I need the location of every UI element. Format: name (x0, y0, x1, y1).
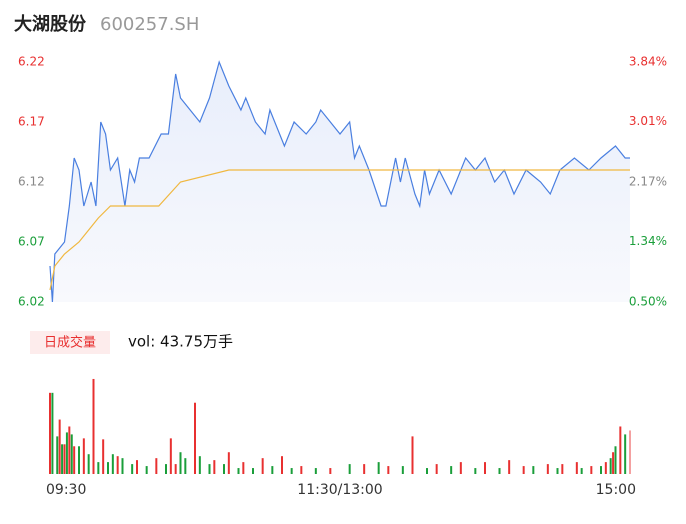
y-tick-label: 6.22 (18, 55, 45, 69)
volume-bar (387, 466, 390, 474)
volume-bar (131, 464, 134, 474)
volume-bar (73, 446, 76, 474)
y2-tick-label: 0.50% (629, 295, 667, 309)
volume-bar (87, 454, 90, 474)
volume-bar (600, 466, 602, 474)
volume-bar (61, 444, 64, 474)
volume-bar (97, 462, 100, 474)
volume-bar (508, 460, 511, 474)
volume-bar (145, 466, 148, 474)
volume-bar (522, 466, 525, 474)
volume-bar (629, 430, 631, 474)
y-tick-label: 6.07 (18, 235, 45, 249)
volume-bar (435, 464, 438, 474)
volume-bar (237, 468, 240, 474)
volume-bar (604, 462, 607, 474)
average-line (49, 169, 630, 291)
volume-badge (30, 331, 110, 354)
volume-bar (49, 392, 51, 474)
volume-bar (92, 378, 95, 474)
volume-bar (619, 426, 622, 474)
volume-bar (242, 462, 245, 474)
volume-bar (78, 446, 80, 474)
volume-bar (348, 464, 351, 474)
y2-tick-label: 3.84% (629, 55, 667, 69)
x-tick-label: 09:30 (46, 482, 86, 498)
y-tick-label: 6.17 (18, 115, 45, 129)
price-line (49, 60, 630, 303)
volume-bar (561, 464, 564, 474)
volume-bar (546, 464, 549, 474)
volume-bar (261, 458, 264, 474)
volume-bar (63, 444, 66, 474)
volume-bar (612, 452, 615, 474)
volume-bar (556, 468, 559, 474)
price-area (50, 62, 630, 302)
volume-bar (68, 426, 71, 474)
volume-bar (174, 464, 177, 474)
x-tick-label: 15:00 (596, 482, 636, 498)
volume-text: vol: 43.75万手 (128, 333, 233, 351)
volume-bar (474, 468, 477, 474)
stock-code: 600257.SH (100, 14, 199, 35)
volume-bar (271, 466, 274, 474)
volume-bar (70, 434, 73, 474)
volume-bar (426, 468, 428, 474)
volume-badge-label: 日成交量 (44, 335, 96, 351)
volume-bar (450, 466, 453, 474)
volume-bar (111, 454, 114, 474)
volume-bar (65, 432, 68, 474)
volume-bar (82, 438, 85, 474)
volume-bar (223, 464, 225, 474)
volume-bar (624, 434, 627, 474)
volume-bar (227, 452, 230, 474)
volume-bar (498, 468, 501, 474)
volume-bar (102, 439, 105, 474)
volume-bar (314, 468, 317, 474)
y2-tick-label: 1.34% (629, 234, 667, 248)
volume-bar (532, 466, 535, 474)
y-tick-label: 6.12 (18, 175, 45, 189)
volume-bar (290, 468, 293, 474)
volume-bar (411, 436, 414, 474)
volume-bar (136, 460, 138, 474)
volume-bar (116, 456, 119, 474)
volume-bar (155, 458, 158, 474)
volume-bar (609, 458, 612, 474)
volume-bar (107, 462, 109, 474)
volume-bar (575, 462, 578, 474)
volume-bar (208, 464, 211, 474)
volume-bar (184, 458, 187, 474)
volume-bar (580, 468, 583, 474)
volume-bar (281, 456, 283, 474)
stock-name: 大湖股份 (14, 13, 87, 35)
volume-bar (51, 392, 54, 474)
volume-bar (58, 419, 61, 474)
volume-bar (484, 462, 486, 474)
volume-bar (179, 452, 182, 474)
volume-bar (198, 456, 201, 474)
volume-bar (165, 464, 167, 474)
volume-bar (121, 458, 124, 474)
volume-bar (377, 462, 380, 474)
volume-bar (459, 462, 462, 474)
volume-bar (614, 446, 617, 474)
y-tick-label: 6.02 (18, 295, 45, 309)
volume-bar (590, 466, 593, 474)
y2-tick-label: 2.17% (629, 175, 667, 189)
volume-bar (252, 468, 254, 474)
volume-bar (300, 466, 303, 474)
volume-bar (194, 402, 196, 474)
volume-bar (329, 468, 332, 474)
volume-bar (401, 466, 404, 474)
volume-bar (169, 438, 172, 474)
y2-tick-label: 3.01% (629, 114, 667, 128)
volume-bar (363, 464, 366, 474)
volume-bar (56, 436, 59, 474)
volume-bar (213, 460, 216, 474)
x-tick-label: 11:30/13:00 (297, 482, 382, 498)
